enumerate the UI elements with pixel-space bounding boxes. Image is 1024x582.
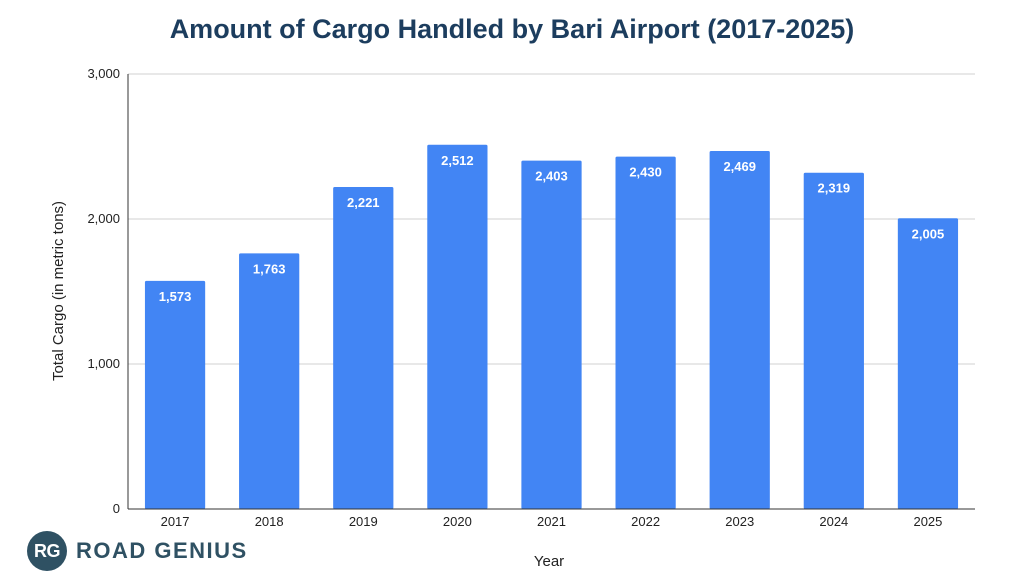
x-tick-label: 2018 (255, 514, 284, 529)
data-label-2018: 1,763 (253, 261, 286, 276)
data-label-2020: 2,512 (441, 153, 474, 168)
data-label-2023: 2,469 (723, 159, 756, 174)
x-tick-label: 2021 (537, 514, 566, 529)
bar-2021 (521, 160, 582, 509)
bar-2025 (897, 218, 959, 509)
bar-2024 (803, 172, 864, 509)
x-tick-label: 2019 (349, 514, 378, 529)
x-tick-label: 2020 (443, 514, 472, 529)
data-label-2019: 2,221 (347, 195, 380, 210)
data-label-2022: 2,430 (629, 165, 662, 180)
data-label-2017: 1,573 (159, 289, 192, 304)
y-tick-label: 2,000 (87, 211, 120, 226)
x-tick-label: 2023 (725, 514, 754, 529)
bar-2020 (427, 144, 488, 509)
logo-wordmark: ROAD GENIUS (76, 538, 248, 563)
y-tick-label: 3,000 (87, 66, 120, 81)
bar-2023 (709, 150, 770, 509)
x-axis-title: Year (534, 553, 564, 570)
x-tick-label: 2017 (161, 514, 190, 529)
x-tick-label: 2024 (819, 514, 848, 529)
bar-2022 (615, 156, 676, 509)
bar-2019 (333, 186, 394, 509)
bars (144, 144, 959, 509)
road-genius-logo: RG ROAD GENIUS (27, 531, 248, 571)
axes: 0 1,000 2,000 3,000 2017 2018 2019 2020 2021 2022… (87, 66, 975, 529)
x-tick-label: 2022 (631, 514, 660, 529)
chart-title: Amount of Cargo Handled by Bari Airport … (169, 14, 855, 44)
logo-badge: RG (27, 531, 67, 571)
data-label-2021: 2,403 (535, 169, 568, 184)
y-tick-label: 1,000 (87, 356, 120, 371)
data-labels: 1,573 1,763 2,221 2,512 2,403 2,430 2,469 2,319… (159, 153, 944, 304)
y-tick-label: 0 (113, 501, 120, 516)
data-label-2025: 2,005 (912, 226, 945, 241)
data-label-2024: 2,319 (818, 181, 851, 196)
bar-2018 (239, 253, 300, 509)
y-axis-title: Total Cargo (in metric tons) (50, 201, 67, 381)
bar-2017 (144, 280, 206, 509)
x-tick-label: 2025 (913, 514, 942, 529)
